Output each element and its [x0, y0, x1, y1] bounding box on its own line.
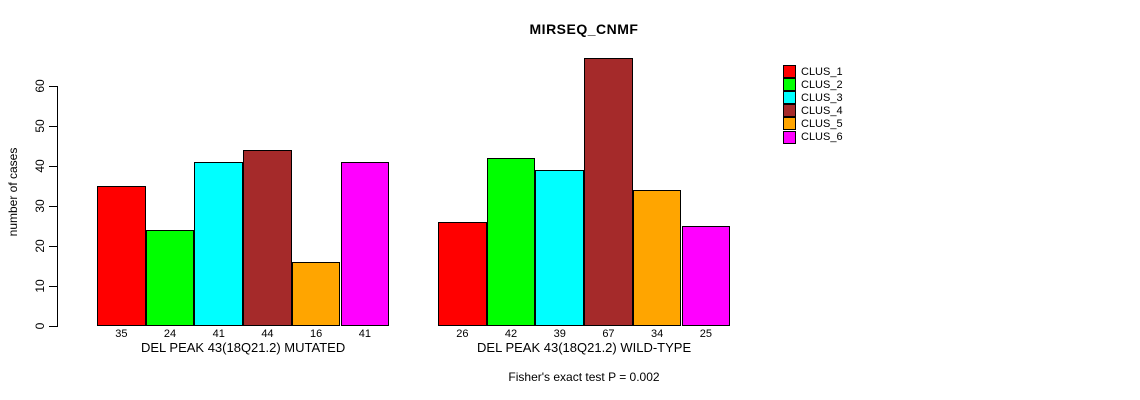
legend-swatch-icon [783, 78, 796, 92]
legend-item-label: CLUS_5 [801, 117, 843, 130]
bar-value-label: 41 [212, 328, 225, 340]
bar-clus_3-group2 [535, 170, 585, 326]
y-axis-label: number of cases [6, 147, 20, 237]
y-tick-label: 50 [33, 119, 47, 133]
legend-item-label: CLUS_3 [801, 91, 843, 104]
bar-clus_4-group1 [243, 150, 292, 326]
bar-value-label: 41 [358, 328, 371, 340]
bar-clus_6-group2 [681, 226, 731, 326]
legend-swatch-icon [783, 130, 796, 144]
bar-clus_3-group1 [194, 162, 244, 326]
y-tick-mark [49, 206, 57, 207]
group-label-2: DEL PEAK 43(18Q21.2) WILD-TYPE [477, 340, 692, 355]
bar-value-label: 16 [310, 328, 323, 340]
bar-value-label: 24 [163, 328, 177, 340]
legend-item-clus_2: CLUS_2 [783, 78, 843, 92]
legend-swatch-icon [783, 104, 796, 118]
bar-value-label: 67 [602, 328, 615, 340]
legend-item-label: CLUS_4 [801, 104, 843, 117]
y-tick-label: 20 [33, 239, 47, 253]
bar-clus_1-group1 [97, 186, 146, 326]
y-tick-mark [49, 126, 57, 127]
bar-value-label: 44 [261, 328, 274, 340]
legend-item-clus_4: CLUS_4 [783, 104, 843, 118]
bar-clus_2-group2 [486, 158, 536, 326]
legend-item-label: CLUS_1 [801, 65, 843, 78]
bar-value-label: 39 [553, 328, 566, 340]
bar-clus_5-group1 [291, 262, 341, 326]
legend: CLUS_1 CLUS_2 CLUS_3 CLUS_4 CLUS_5 CLUS_6 [783, 65, 843, 144]
bar-value-label: 25 [699, 328, 712, 340]
bar-clus_1-group2 [438, 222, 487, 326]
y-tick-label: 40 [33, 159, 47, 173]
y-tick-label: 10 [33, 279, 47, 293]
legend-item-clus_1: CLUS_1 [783, 65, 843, 79]
bar-value-label: 35 [115, 328, 128, 340]
legend-item-clus_5: CLUS_5 [783, 117, 843, 131]
legend-swatch-icon [783, 65, 796, 79]
bar-value-label: 26 [456, 328, 469, 340]
y-tick-label: 0 [33, 322, 47, 330]
bar-clus_5-group2 [632, 190, 682, 326]
legend-swatch-icon [783, 117, 796, 131]
group-label-1: DEL PEAK 43(18Q21.2) MUTATED [140, 340, 346, 355]
legend-item-label: CLUS_2 [801, 78, 843, 91]
bar-clus_6-group1 [340, 162, 390, 326]
y-tick-mark [49, 86, 57, 87]
y-axis-line [57, 86, 58, 327]
bar-clus_4-group2 [584, 58, 633, 326]
y-tick-mark [49, 326, 57, 327]
annotation-text: Fisher's exact test P = 0.002 [508, 370, 660, 384]
y-tick-mark [49, 246, 57, 247]
legend-item-clus_6: CLUS_6 [783, 130, 843, 144]
y-tick-label: 30 [33, 199, 47, 213]
bar-clus_2-group1 [145, 230, 195, 326]
y-tick-mark [49, 286, 57, 287]
legend-item-clus_3: CLUS_3 [783, 91, 843, 105]
y-tick-mark [49, 166, 57, 167]
y-tick-label: 60 [33, 79, 47, 93]
legend-item-label: CLUS_6 [801, 131, 843, 144]
bar-value-label: 34 [651, 328, 664, 340]
chart-title: MIRSEQ_CNMF [529, 21, 639, 37]
legend-swatch-icon [783, 91, 796, 105]
bar-value-label: 42 [504, 328, 518, 340]
